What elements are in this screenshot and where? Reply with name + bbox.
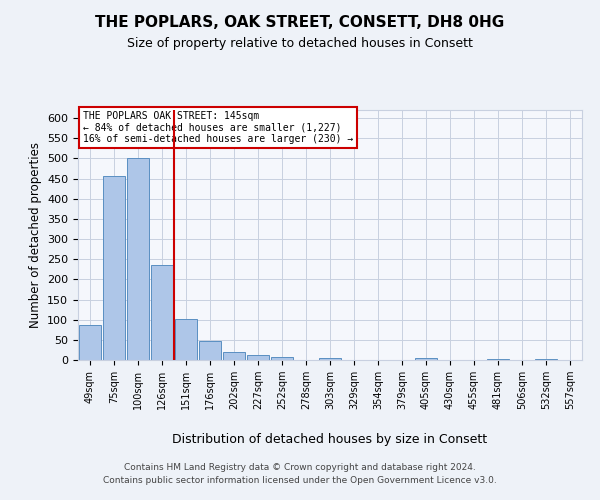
Bar	[223, 352, 245, 360]
Text: Distribution of detached houses by size in Consett: Distribution of detached houses by size …	[172, 432, 488, 446]
Bar	[415, 358, 437, 360]
Bar	[127, 158, 149, 360]
Bar	[199, 341, 221, 360]
Bar	[247, 355, 269, 360]
Text: Contains public sector information licensed under the Open Government Licence v3: Contains public sector information licen…	[103, 476, 497, 485]
Bar	[271, 357, 293, 360]
Text: Contains HM Land Registry data © Crown copyright and database right 2024.: Contains HM Land Registry data © Crown c…	[124, 462, 476, 471]
Bar	[151, 265, 173, 360]
Bar	[319, 358, 341, 360]
Bar	[535, 359, 557, 360]
Bar	[103, 176, 125, 360]
Y-axis label: Number of detached properties: Number of detached properties	[29, 142, 41, 328]
Bar	[487, 359, 509, 360]
Bar	[79, 324, 101, 360]
Text: Size of property relative to detached houses in Consett: Size of property relative to detached ho…	[127, 38, 473, 51]
Text: THE POPLARS OAK STREET: 145sqm
← 84% of detached houses are smaller (1,227)
16% : THE POPLARS OAK STREET: 145sqm ← 84% of …	[83, 112, 353, 144]
Text: THE POPLARS, OAK STREET, CONSETT, DH8 0HG: THE POPLARS, OAK STREET, CONSETT, DH8 0H…	[95, 15, 505, 30]
Bar	[175, 319, 197, 360]
